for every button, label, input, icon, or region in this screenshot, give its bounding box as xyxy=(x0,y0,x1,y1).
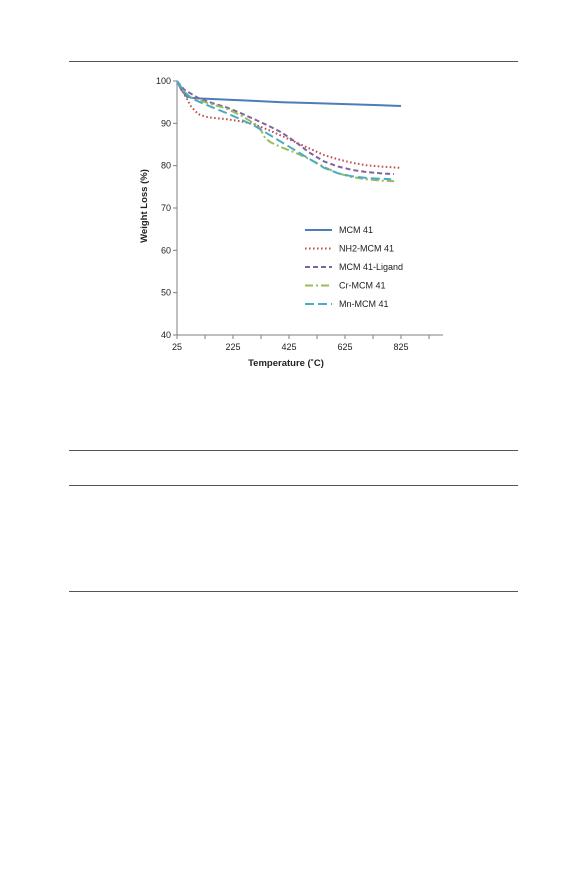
series-group xyxy=(176,80,402,183)
y-tick-label: 90 xyxy=(161,118,171,128)
y-tick-label: 70 xyxy=(161,203,171,213)
x-axis-title: Temperature (˚C) xyxy=(248,358,324,369)
y-tick-label: 80 xyxy=(161,161,171,171)
y-axis-title: Weight Loss (%) xyxy=(139,169,150,243)
y-tick-label: 50 xyxy=(161,288,171,298)
x-tick-label: 625 xyxy=(337,342,352,352)
top-rule xyxy=(69,61,518,62)
chart-svg: 40 50 60 70 80 90 100 25 225 425 625 825 MCM 41 NH2… xyxy=(139,76,443,369)
x-tick-label: 225 xyxy=(225,342,240,352)
legend-label: MCM 41 xyxy=(339,225,373,235)
x-tick-label: 425 xyxy=(281,342,296,352)
x-tick-group: 25 225 425 625 825 xyxy=(172,335,430,352)
x-tick-label: 25 xyxy=(172,342,182,352)
y-tick-label: 60 xyxy=(161,245,171,255)
rule-3 xyxy=(69,485,518,486)
rule-4 xyxy=(69,591,518,592)
series-line xyxy=(176,80,395,183)
rule-2 xyxy=(69,450,518,451)
x-tick-label: 825 xyxy=(393,342,408,352)
series-line xyxy=(176,80,392,181)
y-tick-label: 100 xyxy=(156,76,171,86)
legend: MCM 41 NH2-MCM 41 MCM 41-Ligand Cr-MCM 41 Mn… xyxy=(305,225,403,309)
legend-label: Mn-MCM 41 xyxy=(339,299,389,309)
legend-label: NH2-MCM 41 xyxy=(339,244,394,254)
series-line xyxy=(176,80,402,169)
legend-label: MCM 41-Ligand xyxy=(339,262,403,272)
series-line xyxy=(176,80,395,176)
y-tick-label: 40 xyxy=(161,330,171,340)
legend-label: Cr-MCM 41 xyxy=(339,281,386,291)
y-tick-group: 40 50 60 70 80 90 100 xyxy=(156,76,177,340)
